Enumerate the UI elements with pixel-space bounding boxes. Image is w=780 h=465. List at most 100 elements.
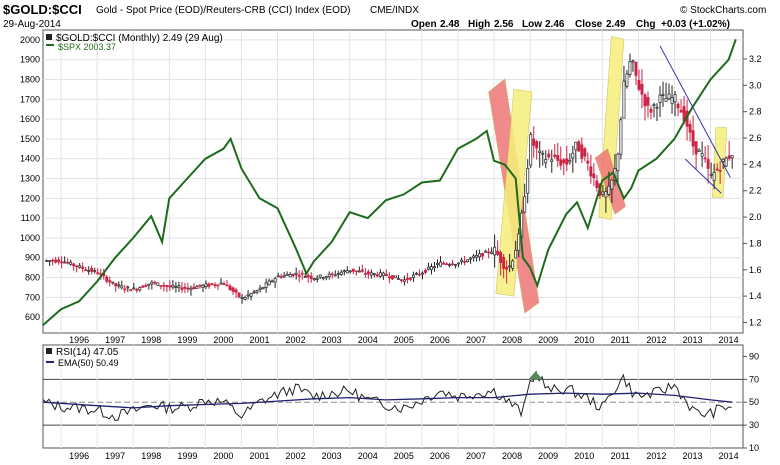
right-tick-label: 2.4	[749, 159, 762, 169]
candle-body	[324, 276, 328, 279]
spx-legend-swatch	[46, 44, 54, 46]
candle-body	[387, 276, 391, 279]
watermark: © StockCharts.com	[680, 5, 766, 16]
low-label: Low	[522, 19, 542, 30]
right-tick-label: 2.2	[749, 186, 762, 196]
candle-body	[478, 253, 482, 258]
left-tick-label: 1800	[20, 75, 40, 85]
candle-body	[270, 280, 274, 283]
left-tick-label: 1000	[20, 233, 40, 243]
candle-body	[234, 289, 238, 293]
rsi-x-tick-label: 2011	[611, 451, 630, 461]
candle-body	[66, 261, 70, 264]
candle-body	[129, 289, 133, 292]
candle-body	[57, 259, 61, 263]
left-tick-label: 900	[25, 253, 40, 263]
rsi-x-axis-ticks: 1996 1997 1998 1999 2000 2001 2002 2003 2004 2005…	[69, 451, 739, 461]
rsi-x-tick-label: 2001	[249, 451, 269, 461]
candle-body	[427, 266, 430, 270]
candle-body	[694, 141, 698, 155]
rsi-x-tick-label: 1998	[141, 451, 161, 461]
candle-body	[45, 259, 49, 262]
candle-body	[186, 287, 190, 290]
candle-body	[730, 155, 734, 159]
x-tick-label: 2007	[466, 335, 486, 345]
candle-body	[54, 259, 58, 263]
candle-body	[421, 272, 424, 275]
candle-body	[402, 279, 406, 282]
candle-body	[198, 284, 202, 287]
candle-body	[664, 98, 668, 102]
right-tick-label: 2.0	[749, 212, 762, 222]
highlight-zones	[488, 36, 728, 314]
chart-date: 29-Aug-2014	[3, 19, 61, 30]
candle-body	[466, 259, 470, 263]
candle-body	[583, 148, 587, 157]
rsi-panel-frame	[42, 344, 744, 449]
x-tick-label: 2000	[213, 335, 233, 345]
candle-body	[393, 275, 397, 279]
candle-body	[622, 80, 626, 119]
candle-body	[291, 273, 295, 277]
candle-body	[408, 277, 412, 280]
candle-body	[333, 274, 337, 277]
candle-body	[700, 153, 704, 157]
candle-body	[460, 259, 464, 262]
candle-body	[541, 152, 545, 155]
candle-body	[544, 159, 548, 164]
candle-body	[604, 191, 608, 198]
left-tick-label: 1400	[20, 154, 40, 164]
candle-body	[523, 196, 527, 213]
rsi-x-tick-label: 2000	[213, 451, 233, 461]
candle-body	[312, 278, 316, 280]
right-tick-label: 1.6	[749, 265, 762, 275]
x-tick-label: 2004	[358, 335, 378, 345]
candle-body	[246, 294, 250, 297]
candle-body	[81, 266, 85, 269]
candle-body	[249, 293, 253, 297]
left-tick-label: 1100	[21, 213, 40, 223]
candle-body	[342, 270, 346, 272]
candle-body	[327, 273, 331, 277]
candle-body	[724, 157, 728, 167]
candle-body	[652, 104, 656, 107]
candle-body	[108, 280, 112, 283]
highlight-band	[495, 89, 533, 297]
candle-body	[207, 283, 211, 287]
candle-body	[69, 261, 73, 265]
candle-body	[210, 283, 214, 285]
candle-body	[87, 269, 91, 272]
x-tick-label: 2003	[322, 335, 342, 345]
candle-body	[649, 108, 653, 113]
candle-body	[132, 287, 136, 290]
candle-body	[243, 297, 247, 300]
left-tick-label: 1200	[20, 193, 40, 203]
rsi-x-tick-label: 2007	[466, 451, 486, 461]
candle-body	[697, 149, 701, 153]
candle-body	[168, 285, 172, 288]
candle-body	[60, 261, 64, 264]
candle-body	[703, 157, 707, 160]
candle-body	[535, 141, 539, 149]
candle-body	[433, 266, 436, 269]
candle-body	[691, 130, 695, 147]
x-tick-label: 1998	[141, 335, 161, 345]
x-tick-label: 2008	[502, 335, 522, 345]
candle-body	[153, 281, 157, 284]
candle-body	[550, 159, 554, 162]
candle-body	[126, 286, 130, 289]
candle-body	[667, 93, 671, 100]
candle-body	[631, 60, 635, 63]
candle-body	[405, 277, 409, 280]
rsi-tick-label: 90	[749, 351, 759, 361]
candle-body	[117, 284, 121, 287]
candle-body	[72, 263, 76, 267]
candle-body	[586, 160, 590, 164]
candle-body	[378, 272, 382, 277]
high-value: 2.56	[494, 19, 514, 30]
candle-body	[279, 276, 283, 278]
candle-body	[315, 277, 319, 280]
candle-body	[538, 150, 542, 153]
candle-body	[565, 158, 569, 165]
